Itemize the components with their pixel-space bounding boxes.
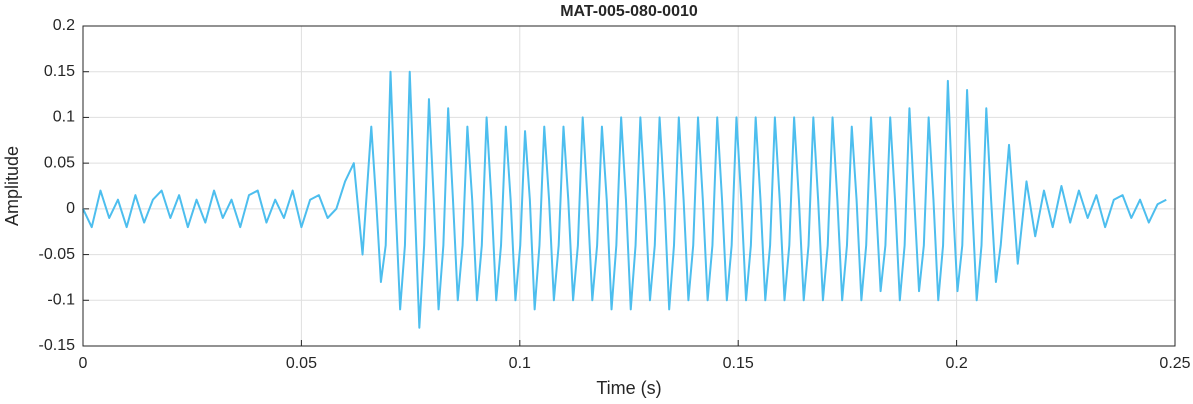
chart-title: MAT-005-080-0010 bbox=[560, 3, 698, 20]
y-tick-label: 0.15 bbox=[44, 63, 75, 80]
x-tick-label: 0.2 bbox=[945, 355, 967, 372]
y-tick-label: -0.15 bbox=[39, 337, 76, 354]
x-axis-label: Time (s) bbox=[596, 378, 661, 398]
axes-box bbox=[82, 25, 1176, 347]
y-tick-label: 0.2 bbox=[53, 17, 75, 34]
y-tick-label: 0.1 bbox=[53, 109, 75, 126]
x-tick-label: 0.15 bbox=[723, 355, 754, 372]
x-tick-label: 0.25 bbox=[1159, 355, 1190, 372]
x-tick-label: 0.05 bbox=[286, 355, 317, 372]
waveform-line bbox=[82, 70, 1167, 329]
x-tick-label: 0 bbox=[79, 355, 88, 372]
y-tick-label: -0.05 bbox=[39, 246, 76, 263]
y-tick-label: -0.1 bbox=[47, 292, 75, 309]
y-axis-label: Amplitude bbox=[2, 146, 22, 226]
y-tick-label: 0 bbox=[66, 200, 75, 217]
x-tick-label: 0.1 bbox=[509, 355, 531, 372]
y-tick-label: 0.05 bbox=[44, 154, 75, 171]
